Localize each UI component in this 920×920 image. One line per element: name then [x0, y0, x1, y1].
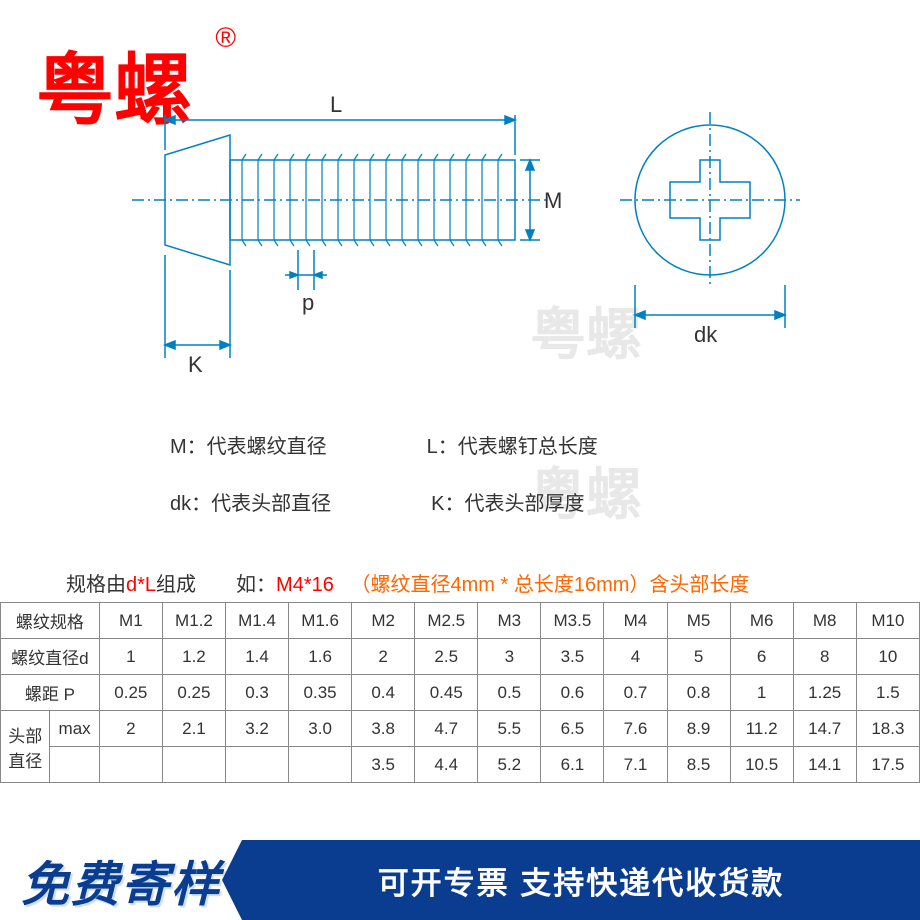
label-dk: dk	[694, 322, 718, 347]
promo-banner: 免费寄样 可开专票 支持快递代收货款	[0, 840, 920, 920]
free-sample-text: 免费寄样	[21, 845, 221, 915]
cell: 3.8	[352, 711, 415, 747]
th-size: M1.2	[162, 603, 225, 639]
cell: 8.5	[667, 747, 730, 783]
cell	[162, 747, 225, 783]
cell: 2	[352, 639, 415, 675]
cell: 1.2	[162, 639, 225, 675]
row-label: 螺距 P	[1, 675, 100, 711]
row-label: 头部直径	[1, 711, 50, 783]
spec-dl: d*L	[126, 574, 156, 596]
legend-dk: dk：代表头部直径	[170, 487, 331, 516]
spec-table: 螺纹规格M1M1.2M1.4M1.6M2M2.5M3M3.5M4M5M6M8M1…	[0, 602, 920, 783]
spec-pre: 规格由	[66, 574, 126, 596]
cell: 1.6	[289, 639, 352, 675]
cell: 2.1	[162, 711, 225, 747]
row-sub: max	[50, 711, 99, 747]
cell: 0.5	[478, 675, 541, 711]
cell	[99, 747, 162, 783]
cell: 0.35	[289, 675, 352, 711]
th-size: M8	[793, 603, 856, 639]
cell: 1.4	[225, 639, 288, 675]
cell: 3	[478, 639, 541, 675]
cell: 3.5	[541, 639, 604, 675]
th-size: M6	[730, 603, 793, 639]
banner-right-text: 可开专票 支持快递代收货款	[378, 858, 785, 903]
th-size: M3	[478, 603, 541, 639]
label-K: K	[188, 352, 203, 377]
th-spec: 螺纹规格	[1, 603, 100, 639]
cell: 4	[604, 639, 667, 675]
th-size: M4	[604, 603, 667, 639]
cell: 7.1	[604, 747, 667, 783]
cell: 18.3	[856, 711, 919, 747]
cell: 3.2	[225, 711, 288, 747]
cell	[225, 747, 288, 783]
cell: 0.7	[604, 675, 667, 711]
th-size: M5	[667, 603, 730, 639]
cell: 0.3	[225, 675, 288, 711]
cell: 14.1	[793, 747, 856, 783]
cell: 10.5	[730, 747, 793, 783]
th-size: M1	[99, 603, 162, 639]
cell: 17.5	[856, 747, 919, 783]
spec-example: M4*16	[276, 574, 334, 596]
cell: 1	[99, 639, 162, 675]
cell: 6	[730, 639, 793, 675]
cell: 0.45	[415, 675, 478, 711]
th-size: M1.6	[289, 603, 352, 639]
th-size: M3.5	[541, 603, 604, 639]
spec-description: 规格由d*L组成 如：M4*16 （螺纹直径4mm * 总长度16mm）含头部长…	[66, 568, 749, 597]
spec-mid: 组成 如：	[156, 574, 276, 596]
row-label: 螺纹直径d	[1, 639, 100, 675]
cell: 6.1	[541, 747, 604, 783]
cell: 8	[793, 639, 856, 675]
cell: 5	[667, 639, 730, 675]
cell: 0.25	[162, 675, 225, 711]
registered-mark: ®	[215, 22, 236, 54]
cell: 5.2	[478, 747, 541, 783]
cell: 1.5	[856, 675, 919, 711]
legend-K: K：代表头部厚度	[431, 487, 584, 516]
cell: 2	[99, 711, 162, 747]
banner-right: 可开专票 支持快递代收货款	[242, 840, 920, 920]
cell: 11.2	[730, 711, 793, 747]
label-p: p	[302, 290, 314, 315]
cell: 2.5	[415, 639, 478, 675]
cell: 3.5	[352, 747, 415, 783]
cell: 1	[730, 675, 793, 711]
cell	[289, 747, 352, 783]
cell: 3.0	[289, 711, 352, 747]
legend-L: L：代表螺钉总长度	[427, 430, 598, 459]
cell: 5.5	[478, 711, 541, 747]
cell: 10	[856, 639, 919, 675]
legend: M：代表螺纹直径 L：代表螺钉总长度 dk：代表头部直径 K：代表头部厚度	[170, 430, 598, 544]
spec-suffix: （螺纹直径4mm * 总长度16mm）含头部长度	[351, 574, 750, 596]
cell: 6.5	[541, 711, 604, 747]
cell: 4.4	[415, 747, 478, 783]
legend-M: M：代表螺纹直径	[170, 430, 327, 459]
cell: 4.7	[415, 711, 478, 747]
cell: 14.7	[793, 711, 856, 747]
cell: 0.8	[667, 675, 730, 711]
label-M: M	[544, 188, 562, 213]
th-size: M10	[856, 603, 919, 639]
th-size: M1.4	[225, 603, 288, 639]
row-sub	[50, 747, 99, 783]
cell: 7.6	[604, 711, 667, 747]
cell: 8.9	[667, 711, 730, 747]
cell: 1.25	[793, 675, 856, 711]
th-size: M2	[352, 603, 415, 639]
cell: 0.25	[99, 675, 162, 711]
banner-left: 免费寄样	[0, 840, 242, 920]
cell: 0.4	[352, 675, 415, 711]
th-size: M2.5	[415, 603, 478, 639]
cell: 0.6	[541, 675, 604, 711]
screw-diagram: L M p K dk	[130, 90, 850, 370]
label-L: L	[330, 92, 342, 117]
